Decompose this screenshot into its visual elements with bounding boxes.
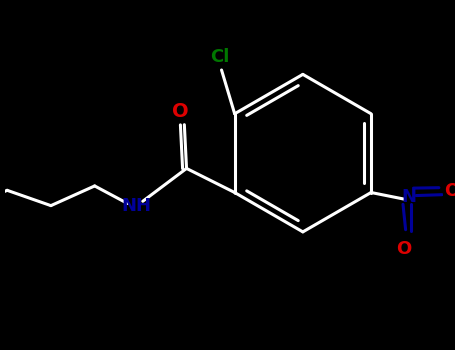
Text: O: O [172,102,188,121]
Text: NH: NH [121,197,151,215]
Text: O: O [396,239,411,258]
Text: N: N [402,188,417,206]
Text: O: O [445,182,455,200]
Text: Cl: Cl [210,48,229,66]
